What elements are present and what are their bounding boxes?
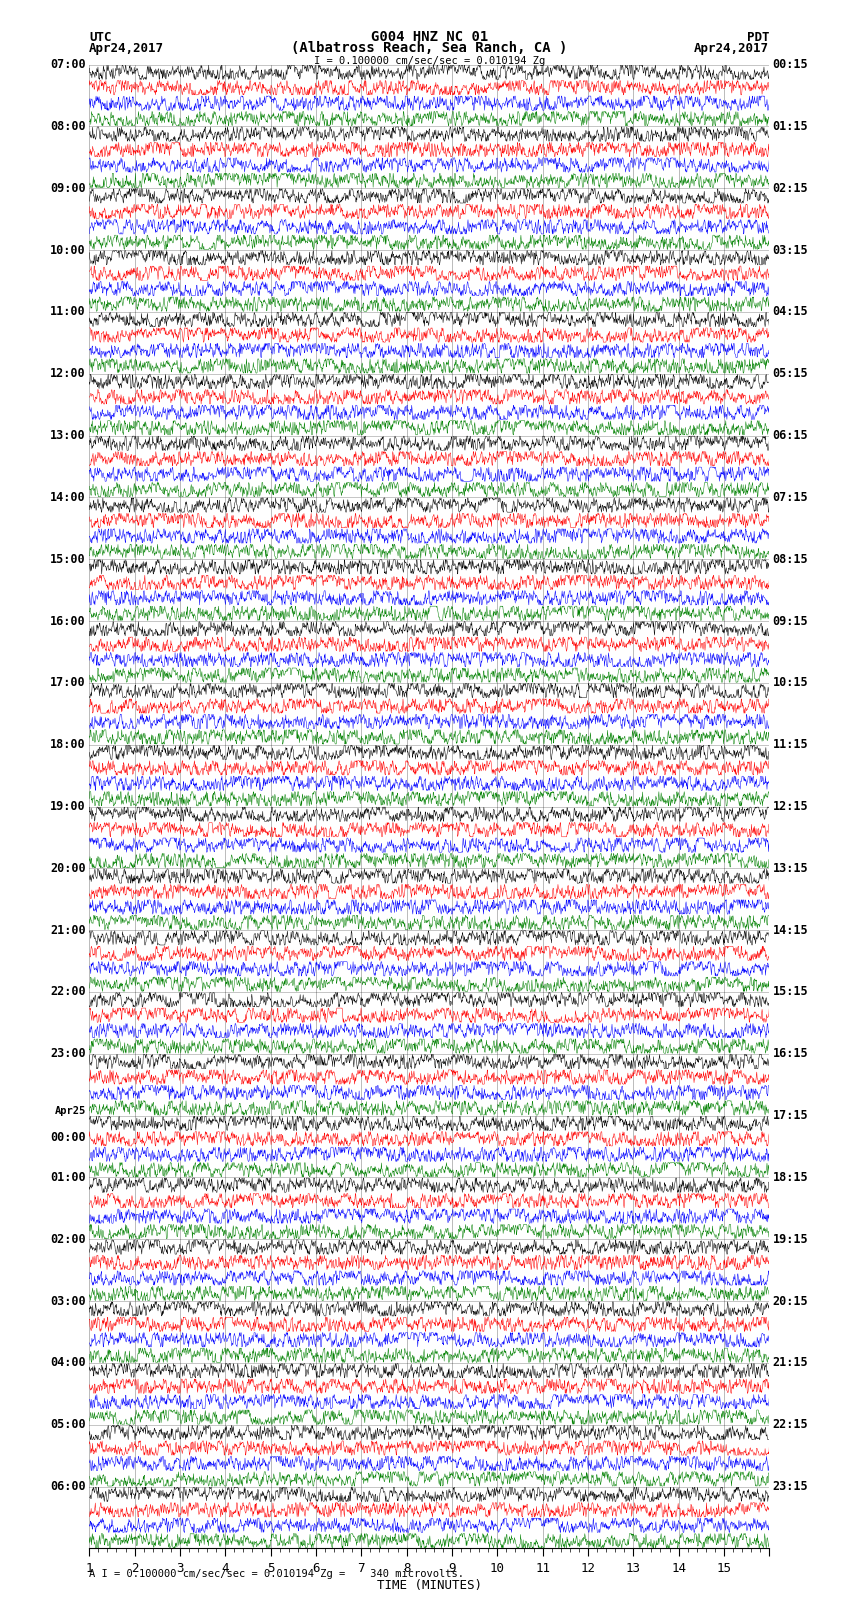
Text: 14:15: 14:15 — [773, 924, 808, 937]
Text: 18:15: 18:15 — [773, 1171, 808, 1184]
Text: 01:00: 01:00 — [50, 1171, 86, 1184]
Text: 09:15: 09:15 — [773, 615, 808, 627]
Text: 07:00: 07:00 — [50, 58, 86, 71]
Text: 03:00: 03:00 — [50, 1295, 86, 1308]
Text: UTC: UTC — [89, 31, 111, 44]
Text: 18:00: 18:00 — [50, 739, 86, 752]
Text: 21:00: 21:00 — [50, 924, 86, 937]
Text: 20:00: 20:00 — [50, 861, 86, 874]
Text: 23:15: 23:15 — [773, 1481, 808, 1494]
Text: 09:00: 09:00 — [50, 182, 86, 195]
Text: 06:00: 06:00 — [50, 1481, 86, 1494]
Text: 13:00: 13:00 — [50, 429, 86, 442]
Text: 00:00: 00:00 — [50, 1131, 86, 1144]
Text: 14:00: 14:00 — [50, 490, 86, 503]
Text: Apr24,2017: Apr24,2017 — [694, 42, 769, 55]
Text: 13:15: 13:15 — [773, 861, 808, 874]
Text: Apr25: Apr25 — [54, 1105, 86, 1116]
Text: 08:15: 08:15 — [773, 553, 808, 566]
Text: 19:00: 19:00 — [50, 800, 86, 813]
Text: 16:00: 16:00 — [50, 615, 86, 627]
Text: (Albatross Reach, Sea Ranch, CA ): (Albatross Reach, Sea Ranch, CA ) — [291, 40, 568, 55]
Text: 12:15: 12:15 — [773, 800, 808, 813]
Text: 10:15: 10:15 — [773, 676, 808, 689]
Text: 02:15: 02:15 — [773, 182, 808, 195]
Text: 04:00: 04:00 — [50, 1357, 86, 1369]
Text: 22:00: 22:00 — [50, 986, 86, 998]
Text: 17:15: 17:15 — [773, 1110, 808, 1123]
Text: 15:15: 15:15 — [773, 986, 808, 998]
Text: 07:15: 07:15 — [773, 490, 808, 503]
Text: 23:00: 23:00 — [50, 1047, 86, 1060]
Text: Apr24,2017: Apr24,2017 — [89, 42, 164, 55]
Text: 19:15: 19:15 — [773, 1232, 808, 1245]
Text: 11:15: 11:15 — [773, 739, 808, 752]
Text: 01:15: 01:15 — [773, 119, 808, 132]
Text: 12:00: 12:00 — [50, 368, 86, 381]
Text: 06:15: 06:15 — [773, 429, 808, 442]
Text: 17:00: 17:00 — [50, 676, 86, 689]
Text: A I = 0.100000 cm/sec/sec = 0.010194 Zg =    340 microvolts.: A I = 0.100000 cm/sec/sec = 0.010194 Zg … — [89, 1569, 464, 1579]
X-axis label: TIME (MINUTES): TIME (MINUTES) — [377, 1579, 482, 1592]
Text: 05:15: 05:15 — [773, 368, 808, 381]
Text: 04:15: 04:15 — [773, 305, 808, 318]
Text: 10:00: 10:00 — [50, 244, 86, 256]
Text: 11:00: 11:00 — [50, 305, 86, 318]
Text: 05:00: 05:00 — [50, 1418, 86, 1431]
Text: 20:15: 20:15 — [773, 1295, 808, 1308]
Text: 16:15: 16:15 — [773, 1047, 808, 1060]
Text: 03:15: 03:15 — [773, 244, 808, 256]
Text: 00:15: 00:15 — [773, 58, 808, 71]
Text: 15:00: 15:00 — [50, 553, 86, 566]
Text: 21:15: 21:15 — [773, 1357, 808, 1369]
Text: G004 HNZ NC 01: G004 HNZ NC 01 — [371, 29, 488, 44]
Text: 22:15: 22:15 — [773, 1418, 808, 1431]
Text: PDT: PDT — [747, 31, 769, 44]
Text: I = 0.100000 cm/sec/sec = 0.010194 Zg: I = 0.100000 cm/sec/sec = 0.010194 Zg — [314, 56, 545, 66]
Text: 02:00: 02:00 — [50, 1232, 86, 1245]
Text: 08:00: 08:00 — [50, 119, 86, 132]
